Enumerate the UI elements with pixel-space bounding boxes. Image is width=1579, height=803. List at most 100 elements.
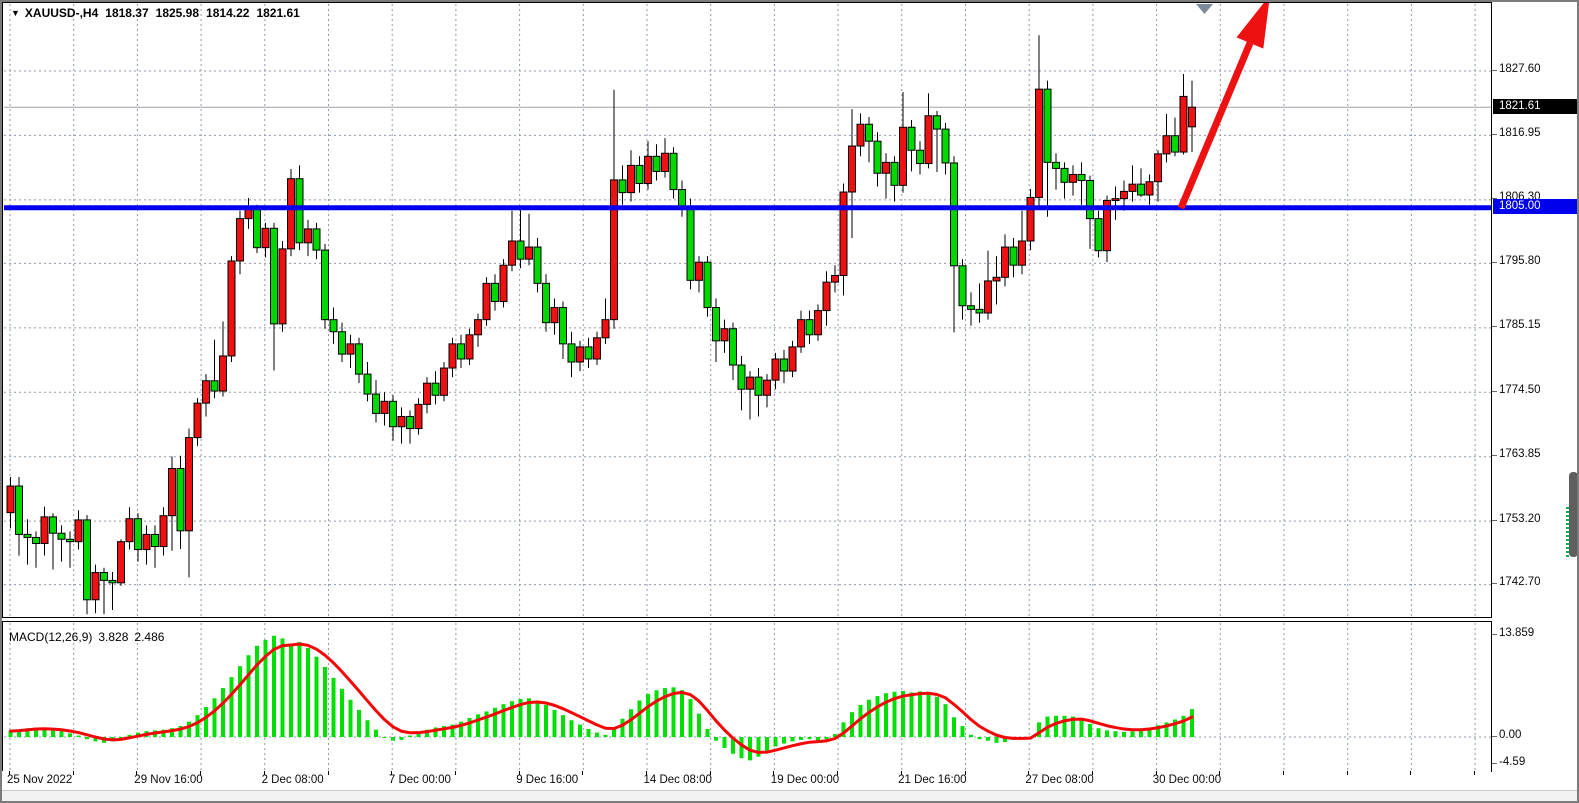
candle-bull	[185, 437, 193, 532]
candle-bear	[567, 343, 576, 363]
macd-bar	[629, 709, 633, 737]
time-axis-tick	[1091, 771, 1093, 775]
macd-bar	[374, 729, 378, 737]
candle-bear	[457, 343, 465, 360]
macd-bar	[790, 737, 795, 742]
time-axis-label: 9 Dec 16:00	[516, 774, 579, 786]
candle-bull	[644, 155, 652, 185]
candle-bull	[1103, 199, 1111, 252]
price-axis-label: 1753.20	[1499, 512, 1541, 525]
macd-bar	[858, 704, 863, 737]
candle-bear	[890, 161, 899, 186]
macd-bar	[450, 724, 455, 737]
trend-arrow[interactable]	[1177, 3, 1270, 210]
macd-bar	[442, 726, 446, 737]
candle-bull	[627, 164, 635, 194]
candle-bull	[168, 467, 176, 517]
time-axis-tick	[646, 771, 647, 775]
macd-bar	[323, 666, 327, 737]
macd-bar	[841, 722, 846, 737]
candle-bear	[967, 305, 975, 310]
candle-bull	[482, 282, 491, 321]
trend-arrow-shaft	[1177, 41, 1254, 210]
macd-indicator-panel[interactable]: MACD(12,26,9) 3.828 2.486	[2, 621, 1492, 772]
time-axis-tick	[327, 771, 329, 775]
quote-open: 1818.37	[105, 6, 149, 20]
candle-bear	[1060, 167, 1069, 183]
candle-bear	[873, 140, 882, 174]
candle-bear	[916, 149, 924, 165]
macd-header: MACD(12,26,9) 3.828 2.486	[9, 630, 170, 644]
candle-bull	[380, 400, 389, 414]
time-axis-tick	[72, 771, 74, 775]
candle-bear	[57, 532, 66, 540]
macd-bar	[926, 692, 931, 737]
candle-bear	[907, 126, 916, 151]
candle-bear	[406, 415, 414, 430]
candle-bear	[1043, 88, 1052, 163]
candle-bear	[108, 579, 117, 584]
macd-bar	[977, 737, 982, 740]
quote-low: 1814.22	[206, 6, 250, 20]
price-axis-label: 1785.15	[1499, 319, 1541, 332]
candle-bull	[1035, 88, 1043, 198]
candle-bull	[227, 260, 236, 357]
trend-arrow-head	[1236, 3, 1270, 49]
candle-bear	[372, 393, 380, 414]
macd-bar	[722, 737, 727, 748]
candle-bull	[771, 358, 780, 381]
macd-bar	[688, 699, 693, 737]
macd-canvas[interactable]	[3, 622, 1491, 771]
candle-bull	[763, 379, 771, 396]
macd-bar	[314, 656, 319, 737]
macd-bar	[255, 645, 259, 737]
candle-bull	[465, 334, 474, 360]
macd-bar	[680, 690, 684, 737]
macd-bar	[1164, 722, 1169, 737]
candle-bear	[49, 516, 57, 534]
candle-bull	[1069, 173, 1077, 183]
macd-bar	[1147, 727, 1152, 737]
macd-bar	[918, 691, 922, 737]
macd-bar	[238, 666, 242, 737]
chart-header: ▼ XAUUSD-,H4 1818.37 1825.98 1814.22 1821.61	[11, 6, 307, 20]
macd-bar	[569, 720, 574, 737]
symbol-dropdown-icon[interactable]: ▼	[11, 8, 20, 18]
macd-bar	[697, 713, 701, 737]
time-axis[interactable]: 25 Nov 2022 29 Nov 16:00 2 Dec 08:00 7 Dec …	[2, 771, 1491, 790]
time-axis-tick	[1283, 771, 1284, 775]
candle-bull	[508, 240, 516, 266]
time-axis-label: 30 Dec 00:00	[1152, 774, 1222, 786]
candle-bear	[865, 123, 873, 142]
macd-bar	[527, 698, 531, 737]
candle-bull	[882, 161, 890, 174]
macd-bar	[501, 704, 506, 737]
macd-bar	[246, 655, 251, 737]
macd-bar	[1054, 715, 1058, 737]
macd-bar	[986, 737, 990, 741]
macd-bar	[1003, 737, 1007, 743]
time-axis-tick	[518, 771, 520, 775]
candle-bear	[66, 538, 74, 543]
price-chart-canvas[interactable]	[3, 3, 1491, 617]
candle-bull	[278, 248, 287, 325]
candle-bull	[261, 227, 270, 249]
macd-bar	[365, 720, 370, 737]
macd-bar	[901, 691, 905, 737]
macd-bar	[595, 732, 599, 737]
candle-bull	[610, 179, 618, 321]
time-axis-label: 27 Dec 08:00	[1025, 774, 1094, 786]
price-chart-panel[interactable]: ▼ XAUUSD-,H4 1818.37 1825.98 1814.22 1821.61	[2, 2, 1492, 618]
macd-bar	[433, 727, 438, 737]
symbol-period-label: XAUUSD-,H4	[24, 6, 99, 20]
candle-bull	[720, 328, 729, 342]
macd-bar	[892, 691, 897, 737]
price-axis[interactable]: 1821.61 1805.00 1827.60 1816.95 1806.30 179…	[1492, 0, 1579, 790]
time-axis-tick	[1028, 771, 1030, 775]
macd-bar	[603, 734, 608, 737]
vertical-scrollbar-thumb[interactable]	[1569, 472, 1578, 557]
macd-bar	[493, 707, 497, 737]
macd-bar	[646, 693, 650, 737]
candle-bull	[159, 515, 168, 548]
candle-bear	[355, 343, 363, 375]
